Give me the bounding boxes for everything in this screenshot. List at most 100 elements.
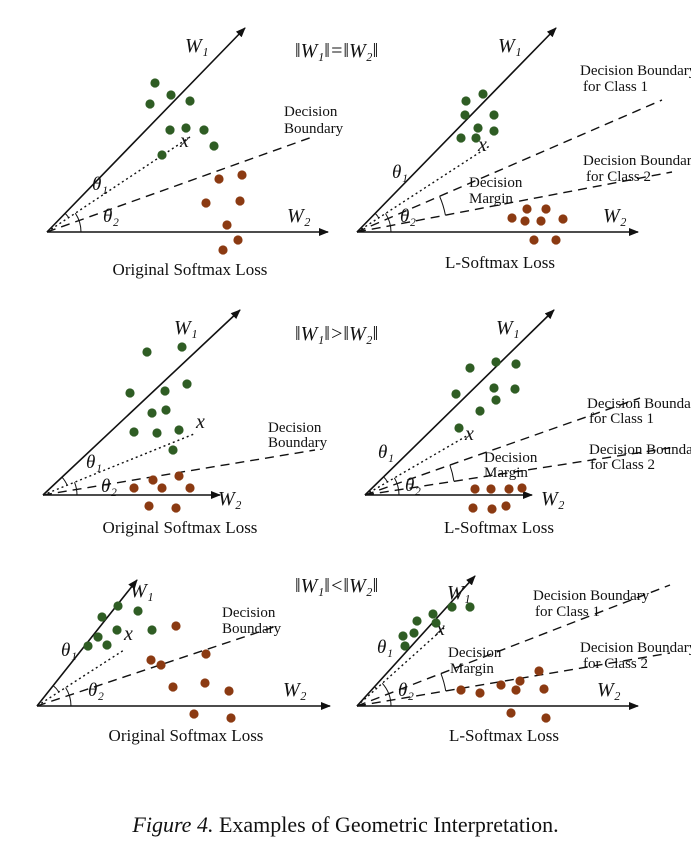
decision-margin-label: Decision bbox=[484, 450, 538, 466]
class2-point bbox=[156, 660, 166, 670]
w1-vector-arrow bbox=[46, 27, 246, 233]
class1-point bbox=[157, 150, 167, 160]
class1-point bbox=[147, 408, 157, 418]
feature-x-dotted-line bbox=[42, 433, 195, 496]
decision-margin-label: Decision bbox=[469, 175, 523, 191]
class1-point bbox=[199, 125, 209, 135]
class1-point bbox=[491, 395, 501, 405]
class1-point bbox=[409, 628, 419, 638]
theta2-label: θ₂ bbox=[103, 206, 119, 227]
decision-margin-arc bbox=[439, 196, 446, 216]
theta2-arc bbox=[385, 213, 392, 233]
theta2-arc bbox=[74, 212, 82, 233]
figure-caption-label: Figure 4. bbox=[132, 812, 214, 837]
class1-point bbox=[398, 631, 408, 641]
class2-point bbox=[551, 235, 561, 245]
class2-point bbox=[517, 483, 527, 493]
class1-point bbox=[177, 342, 187, 352]
class1-point bbox=[465, 363, 475, 373]
x-label: x bbox=[435, 618, 445, 640]
class2-point bbox=[235, 196, 245, 206]
x-label: x bbox=[179, 130, 189, 152]
x-label: x bbox=[195, 411, 205, 433]
decision-margin-arc bbox=[440, 673, 447, 692]
class2-point bbox=[174, 471, 184, 481]
class2-point bbox=[222, 220, 232, 230]
decision-boundary-label: Boundary bbox=[222, 621, 282, 637]
theta2-arc bbox=[393, 477, 400, 496]
class2-point bbox=[539, 684, 549, 694]
class1-point bbox=[473, 123, 483, 133]
class2-point bbox=[214, 174, 224, 184]
theta2-arc bbox=[65, 687, 72, 707]
class2-point bbox=[475, 688, 485, 698]
feature-x-dotted-line bbox=[356, 144, 492, 233]
figure-row-2: ‖W₁‖>‖W₂‖DecisionBoundaryW₁W₂xθ₁θ₂Origin… bbox=[42, 309, 691, 537]
class1-point bbox=[181, 123, 191, 133]
class2-point bbox=[224, 686, 234, 696]
decision-boundary-label: Decision bbox=[268, 420, 322, 436]
class2-point bbox=[511, 685, 521, 695]
class1-point bbox=[145, 99, 155, 109]
class2-point bbox=[129, 483, 139, 493]
feature-x-dotted-line bbox=[46, 136, 191, 233]
w1-label: W₁ bbox=[174, 317, 198, 339]
class2-point bbox=[529, 235, 539, 245]
class2-point bbox=[168, 682, 178, 692]
class2-boundary-line bbox=[364, 446, 677, 496]
w1-label: W₁ bbox=[496, 317, 520, 339]
theta1-arc bbox=[374, 686, 377, 689]
theta1-label: θ₁ bbox=[61, 640, 77, 661]
class2-point bbox=[541, 204, 551, 214]
class2-point bbox=[506, 708, 516, 718]
theta1-arc bbox=[61, 476, 68, 486]
figure-row-3: ‖W₁‖<‖W₂‖DecisionBoundaryW₁W₂xθ₁θ₂Origin… bbox=[36, 575, 691, 745]
theta2-label: θ₂ bbox=[405, 475, 421, 496]
class1-point bbox=[209, 141, 219, 151]
class2-point bbox=[144, 501, 154, 511]
class1-boundary-line bbox=[356, 584, 671, 707]
class1-point bbox=[166, 90, 176, 100]
class1-point bbox=[142, 347, 152, 357]
class1-boundary-label: Decision Boundary bbox=[580, 63, 691, 79]
class2-point bbox=[218, 245, 228, 255]
class2-point bbox=[171, 503, 181, 513]
theta2-label: θ₂ bbox=[101, 476, 117, 497]
theta1-arc bbox=[52, 685, 60, 693]
class1-point bbox=[461, 96, 471, 106]
decision-boundary-label: Decision bbox=[222, 605, 276, 621]
class2-point bbox=[456, 685, 466, 695]
panel-caption: L-Softmax Loss bbox=[445, 253, 555, 272]
class1-point bbox=[133, 606, 143, 616]
class2-point bbox=[201, 198, 211, 208]
theta2-arc bbox=[381, 682, 392, 707]
decision-boundary-label: Boundary bbox=[284, 121, 344, 137]
class2-point bbox=[520, 216, 530, 226]
class1-point bbox=[489, 383, 499, 393]
class2-point bbox=[233, 235, 243, 245]
class1-point bbox=[454, 423, 464, 433]
theta1-label: θ₁ bbox=[92, 174, 108, 195]
class1-point bbox=[182, 379, 192, 389]
class2-point bbox=[534, 666, 544, 676]
class1-point bbox=[478, 89, 488, 99]
class2-boundary-label: for Class 2 bbox=[590, 457, 655, 473]
class1-boundary-label: Decision Boundary bbox=[533, 588, 650, 604]
class1-boundary-label: for Class 1 bbox=[589, 411, 654, 427]
class1-point bbox=[412, 616, 422, 626]
class2-point bbox=[501, 501, 511, 511]
decision-margin-label: Margin bbox=[469, 191, 513, 207]
class2-point bbox=[189, 709, 199, 719]
w2-label: W₂ bbox=[218, 488, 242, 510]
panel-caption: Original Softmax Loss bbox=[109, 726, 264, 745]
figure-row-1: ‖W₁‖=‖W₂‖DecisionBoundaryW₁W₂xθ₁θ₂Origin… bbox=[46, 27, 691, 279]
class2-boundary-label: Decision Boundary bbox=[589, 442, 691, 458]
class2-point bbox=[237, 170, 247, 180]
figure-caption-text: Examples of Geometric Interpretation. bbox=[218, 812, 559, 837]
feature-x-dotted-line bbox=[364, 433, 471, 496]
class1-boundary-label: for Class 1 bbox=[535, 604, 600, 620]
